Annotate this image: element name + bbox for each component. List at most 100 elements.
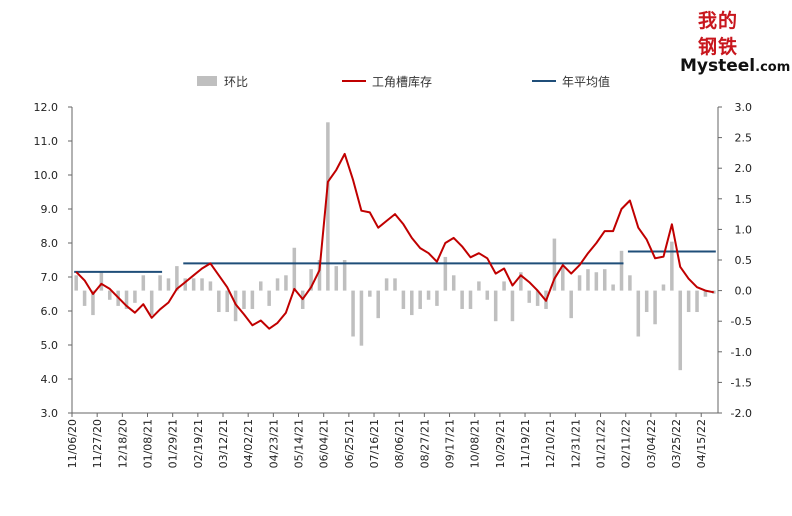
y-left-tick-label: 7.0: [41, 271, 59, 284]
wow-bar: [342, 260, 347, 291]
legend-swatch-wow: [197, 76, 217, 86]
wow-bar: [393, 278, 397, 291]
logo-brand: Mysteel.com: [680, 56, 790, 76]
wow-bar: [107, 290, 112, 300]
legend: 环比 工角槽库存 年平均值: [197, 74, 610, 89]
wow-bar: [493, 290, 498, 322]
x-tick-label: 08/06/21: [393, 419, 406, 468]
legend-label-inventory: 工角槽库存: [372, 74, 432, 89]
wow-bar: [619, 250, 624, 291]
legend-label-wow: 环比: [224, 75, 248, 89]
wow-bar: [275, 278, 280, 291]
wow-bar: [401, 290, 406, 309]
wow-bar: [535, 290, 540, 306]
wow-bar: [82, 290, 87, 306]
wow-bar: [242, 290, 246, 309]
inventory-line: [75, 152, 714, 330]
y-right-tick-label: 2.5: [735, 132, 753, 145]
x-tick-label: 02/11/22: [620, 419, 633, 468]
x-tick-label: 07/16/21: [368, 419, 381, 468]
wow-bar: [451, 275, 456, 291]
wow-bar: [519, 272, 523, 291]
x-tick-label: 11/27/20: [91, 419, 104, 468]
wow-bar: [359, 290, 364, 346]
wow-bar: [317, 260, 322, 291]
x-tick-label: 03/25/22: [670, 419, 683, 468]
wow-bar: [141, 275, 146, 291]
y-left-tick-label: 12.0: [34, 101, 59, 114]
x-tick-label: 08/27/21: [418, 419, 431, 468]
wow-bar: [703, 290, 708, 297]
wow-bar: [602, 269, 607, 291]
wow-bar: [410, 290, 414, 316]
x-tick-label: 03/12/21: [217, 419, 230, 468]
wow-bar: [158, 275, 162, 291]
x-tick-label: 12/31/21: [569, 419, 582, 468]
wow-bar: [569, 290, 573, 319]
wow-bar: [510, 290, 515, 322]
wow-bar: [376, 290, 380, 319]
wow-bar: [309, 269, 313, 291]
x-tick-label: 02/19/21: [192, 419, 205, 468]
wow-bar: [661, 284, 666, 291]
y-right-tick-label: 0.5: [735, 254, 753, 267]
x-tick-label: 04/02/21: [242, 419, 255, 468]
y-left-tick-label: 8.0: [41, 237, 59, 250]
y-left-tick-label: 5.0: [41, 339, 59, 352]
y-left-tick-label: 11.0: [34, 135, 59, 148]
wow-bar: [628, 275, 632, 291]
logo-brand-text: Mysteel: [680, 56, 756, 76]
y-right-tick-label: 1.0: [735, 223, 753, 236]
wow-bar: [418, 290, 422, 309]
x-tick-label: 06/25/21: [343, 419, 356, 468]
wow-bar: [133, 290, 137, 303]
y-right-tick-label: 3.0: [735, 101, 753, 114]
logo-cn-line1: 我的: [698, 10, 739, 32]
wow-bar: [292, 247, 297, 291]
wow-bar: [686, 290, 691, 313]
wow-bar: [326, 122, 330, 291]
x-tick-label: 09/17/21: [444, 419, 457, 468]
wow-bar: [653, 290, 657, 325]
wow-bar: [124, 290, 129, 309]
x-tick-label: 04/15/22: [695, 419, 708, 468]
wow-bar: [208, 281, 213, 291]
y-right-tick-label: 1.5: [735, 193, 753, 206]
wow-bar: [250, 290, 255, 309]
logo-cn-line2: 钢铁: [698, 36, 739, 58]
y-left-tick-label: 6.0: [41, 305, 59, 318]
wow-bar: [200, 278, 204, 291]
y-left-tick-label: 4.0: [41, 373, 59, 386]
wow-bar: [443, 256, 448, 291]
wow-bar: [611, 284, 615, 291]
y-left-tick-label: 3.0: [41, 407, 59, 420]
x-tick-label: 12/18/20: [116, 419, 129, 468]
wow-bar: [225, 290, 229, 313]
wow-bar: [468, 290, 473, 309]
x-tick-labels: 11/06/20 11/27/20 12/18/20 01/08/21 01/29/21…: [66, 413, 708, 468]
logo-brand-suffix: .com: [755, 60, 791, 75]
wow-bars: [74, 122, 716, 371]
wow-bar: [695, 290, 699, 313]
average-lines: [74, 250, 716, 273]
wow-bar: [678, 290, 683, 371]
wow-bar: [586, 269, 590, 291]
x-tick-label: 11/06/20: [66, 419, 79, 468]
wow-bar: [183, 278, 188, 291]
wow-bar: [99, 272, 104, 291]
wow-bar: [636, 290, 641, 337]
wow-bar: [284, 275, 288, 291]
wow-bar: [644, 290, 649, 313]
wow-bar: [561, 266, 565, 291]
y-right-tick-label: -1.5: [731, 376, 752, 389]
wow-bar: [577, 275, 582, 291]
mysteel-logo: 我的 钢铁 Mysteel.com: [680, 8, 790, 78]
wow-bar: [594, 272, 599, 291]
y-left-tick-label: 10.0: [34, 169, 59, 182]
x-tick-label: 10/29/21: [494, 419, 507, 468]
wow-bar: [267, 290, 271, 306]
wow-bar: [334, 266, 339, 291]
inventory-series: [75, 152, 714, 330]
y-right-tick-label: -2.0: [731, 407, 752, 420]
wow-bar: [426, 290, 431, 300]
